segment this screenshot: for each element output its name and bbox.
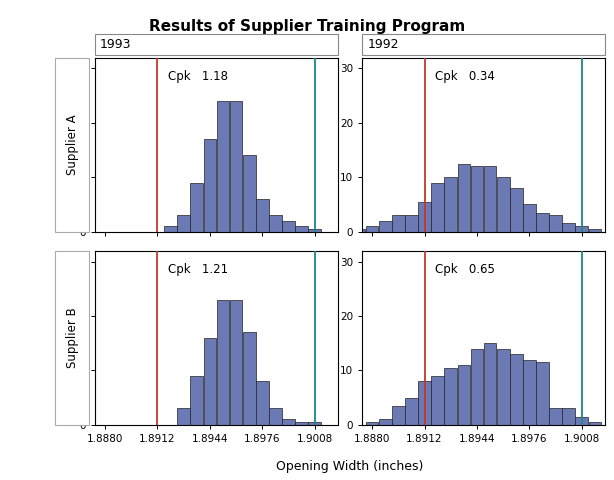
Bar — [392, 406, 405, 425]
Bar — [295, 422, 308, 425]
Bar — [536, 213, 549, 232]
Bar — [269, 216, 282, 232]
Bar — [510, 188, 523, 232]
Text: 1992: 1992 — [367, 38, 398, 51]
Bar — [379, 420, 392, 425]
Bar — [484, 343, 497, 425]
Bar — [589, 422, 601, 425]
Bar — [445, 177, 457, 232]
Bar — [405, 216, 418, 232]
Text: Results of Supplier Training Program: Results of Supplier Training Program — [149, 19, 465, 34]
Bar — [366, 422, 378, 425]
Bar — [256, 199, 269, 232]
Bar — [523, 204, 536, 232]
Bar — [431, 376, 444, 425]
Bar — [308, 422, 321, 425]
Text: Cpk   0.34: Cpk 0.34 — [435, 70, 495, 83]
Bar — [230, 300, 243, 425]
Bar — [562, 408, 575, 425]
Bar — [217, 101, 230, 232]
Bar — [470, 348, 483, 425]
Bar — [457, 365, 470, 425]
Bar — [308, 229, 321, 232]
Bar — [217, 300, 230, 425]
Bar — [445, 368, 457, 425]
Bar — [243, 156, 255, 232]
Bar — [418, 381, 431, 425]
Text: Cpk   1.21: Cpk 1.21 — [168, 263, 228, 276]
Bar — [405, 397, 418, 425]
Bar — [484, 167, 497, 232]
Text: 1993: 1993 — [100, 38, 131, 51]
Bar — [269, 408, 282, 425]
Bar — [203, 139, 216, 232]
Bar — [575, 417, 588, 425]
Bar — [282, 420, 295, 425]
Text: Opening Width (inches): Opening Width (inches) — [276, 460, 424, 473]
Bar — [589, 229, 601, 232]
Bar — [562, 224, 575, 232]
Bar — [431, 183, 444, 232]
Bar — [164, 226, 177, 232]
Bar — [352, 229, 365, 232]
Bar — [497, 348, 510, 425]
Bar — [295, 226, 308, 232]
Bar — [523, 360, 536, 425]
Bar — [550, 408, 562, 425]
Bar — [418, 202, 431, 232]
Bar — [550, 216, 562, 232]
Text: Cpk   0.65: Cpk 0.65 — [435, 263, 495, 276]
Bar — [392, 216, 405, 232]
Bar — [497, 177, 510, 232]
Bar — [177, 216, 190, 232]
Text: Cpk   1.18: Cpk 1.18 — [168, 70, 228, 83]
Bar — [536, 362, 549, 425]
Bar — [243, 332, 255, 425]
Bar — [575, 226, 588, 232]
Bar — [230, 101, 243, 232]
Bar — [457, 164, 470, 232]
Bar — [203, 338, 216, 425]
Bar — [256, 381, 269, 425]
Bar — [177, 408, 190, 425]
Bar — [379, 221, 392, 232]
Bar — [190, 376, 203, 425]
Bar — [190, 183, 203, 232]
Bar — [510, 354, 523, 425]
Bar — [282, 221, 295, 232]
Text: Supplier B: Supplier B — [66, 307, 79, 368]
Bar — [470, 167, 483, 232]
Y-axis label: Percent: Percent — [56, 315, 69, 360]
Y-axis label: Percent: Percent — [56, 122, 69, 167]
Text: Supplier A: Supplier A — [66, 114, 79, 175]
Bar — [366, 226, 378, 232]
